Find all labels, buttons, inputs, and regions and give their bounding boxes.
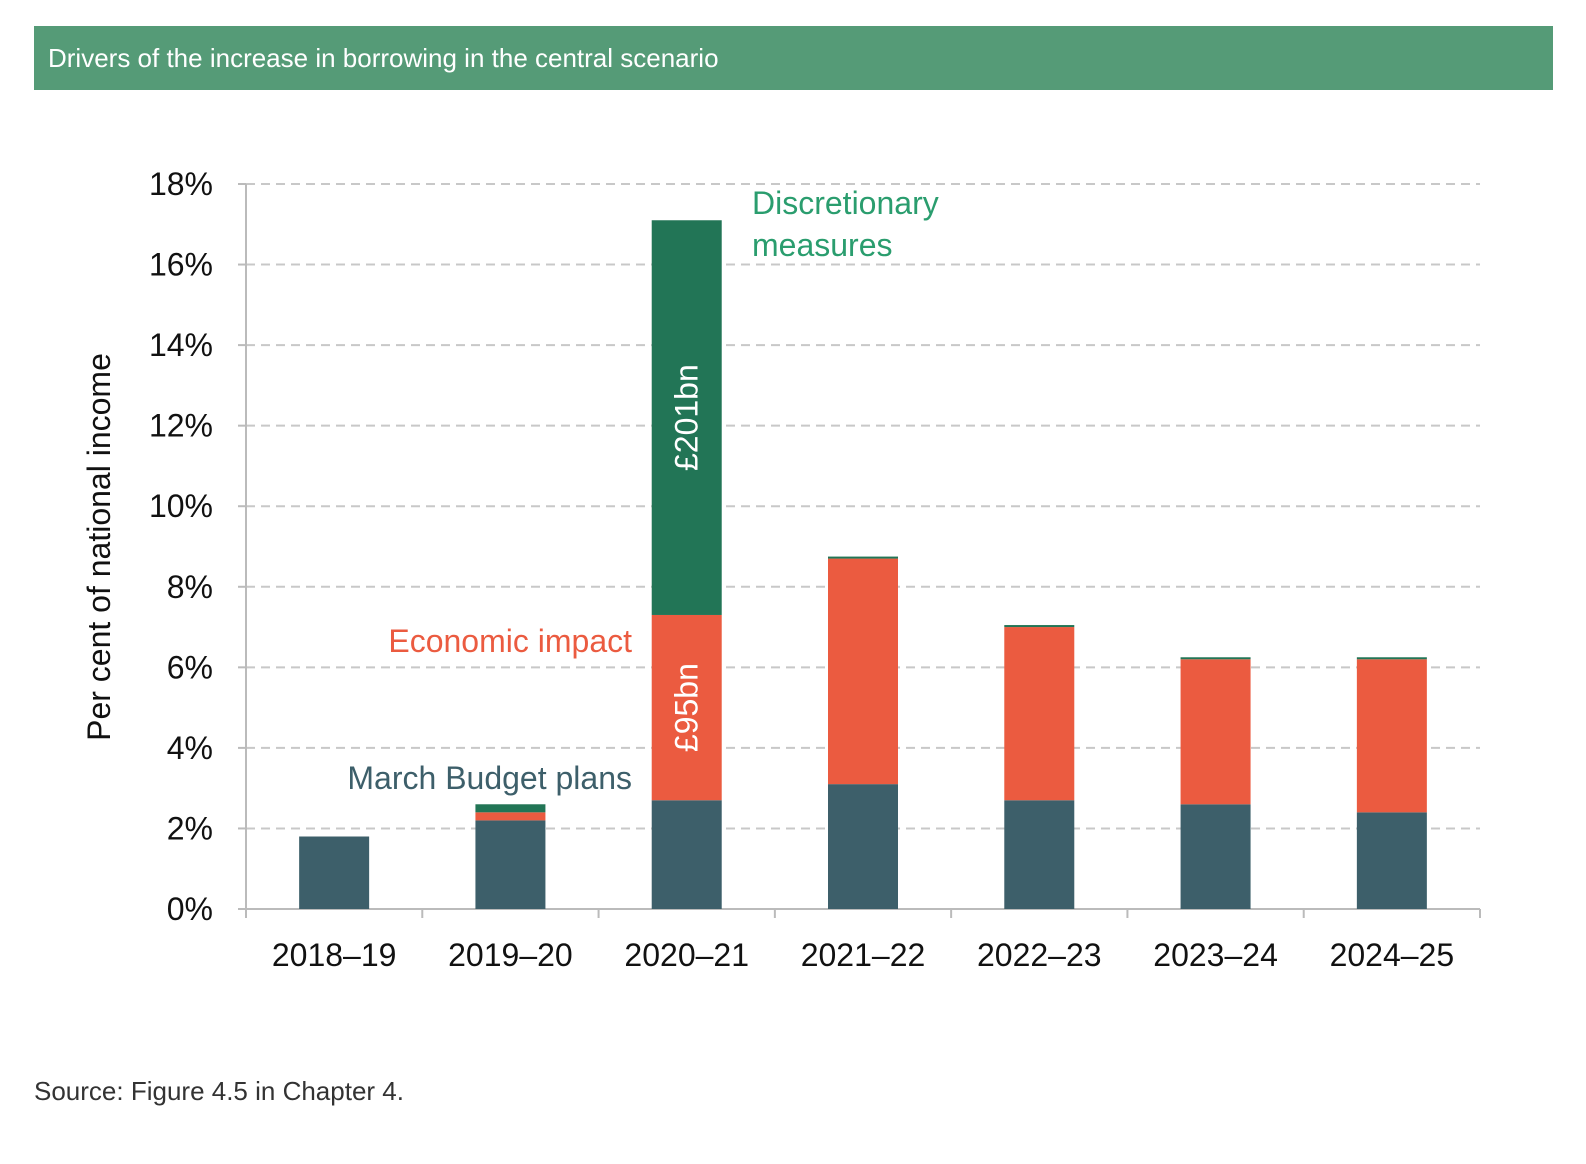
- bar-segment-economic-impact: [651, 614, 722, 801]
- bar-segment-discretionary-measures: [1004, 625, 1075, 628]
- source-note: Source: Figure 4.5 in Chapter 4.: [34, 1076, 404, 1106]
- x-tick-label: 2018–19: [272, 937, 397, 973]
- series-label-discretionary-measures: Discretionary: [752, 185, 939, 221]
- y-axis-label: Per cent of national income: [81, 353, 117, 741]
- bar-segment-march-budget-plans: [828, 784, 898, 909]
- bar-segment-march-budget-plans: [475, 820, 546, 909]
- chart-title-banner: Drivers of the increase in borrowing in …: [34, 26, 1553, 90]
- bar-segment-march-budget-plans: [299, 836, 370, 909]
- x-tick-label: 2024–25: [1330, 937, 1455, 973]
- y-tick-label: 6%: [167, 649, 213, 685]
- y-tick-label: 12%: [149, 408, 213, 444]
- y-tick-label: 2%: [167, 810, 213, 846]
- bar-segment-economic-impact: [1356, 659, 1427, 813]
- bar-segment-economic-impact: [475, 812, 546, 821]
- bar-segment-discretionary-measures: [651, 220, 722, 615]
- bar-segment-economic-impact: [1180, 659, 1251, 805]
- bar-value-label: £95bn: [669, 663, 705, 752]
- y-tick-label: 18%: [149, 166, 213, 202]
- y-tick-label: 4%: [167, 730, 213, 766]
- series-label-march-budget-plans: March Budget plans: [347, 760, 632, 796]
- y-tick-label: 8%: [167, 569, 213, 605]
- y-tick-label: 16%: [149, 247, 213, 283]
- x-tick-label: 2022–23: [977, 937, 1102, 973]
- bar-segment-discretionary-measures: [1180, 657, 1251, 660]
- y-tick-label: 14%: [149, 327, 213, 363]
- series-label-economic-impact: Economic impact: [388, 623, 632, 659]
- x-tick-label: 2021–22: [801, 937, 926, 973]
- bar-segment-march-budget-plans: [1180, 804, 1251, 909]
- x-tick-label: 2023–24: [1153, 937, 1278, 973]
- bar-segment-discretionary-measures: [475, 804, 546, 813]
- x-tick-label: 2020–21: [624, 937, 749, 973]
- bar-segment-march-budget-plans: [1356, 812, 1427, 909]
- bar-segment-economic-impact: [1004, 627, 1075, 801]
- bar-segment-discretionary-measures: [1356, 657, 1427, 660]
- y-tick-label: 0%: [167, 891, 213, 927]
- bar-segment-economic-impact: [828, 558, 898, 785]
- bar-segment-march-budget-plans: [651, 800, 722, 909]
- bar-segment-march-budget-plans: [1004, 800, 1075, 909]
- x-tick-label: 2019–20: [448, 937, 573, 973]
- y-tick-label: 10%: [149, 488, 213, 524]
- bar-value-label: £201bn: [669, 364, 705, 471]
- bar-segment-discretionary-measures: [828, 556, 898, 559]
- series-label-discretionary-measures: measures: [752, 227, 893, 263]
